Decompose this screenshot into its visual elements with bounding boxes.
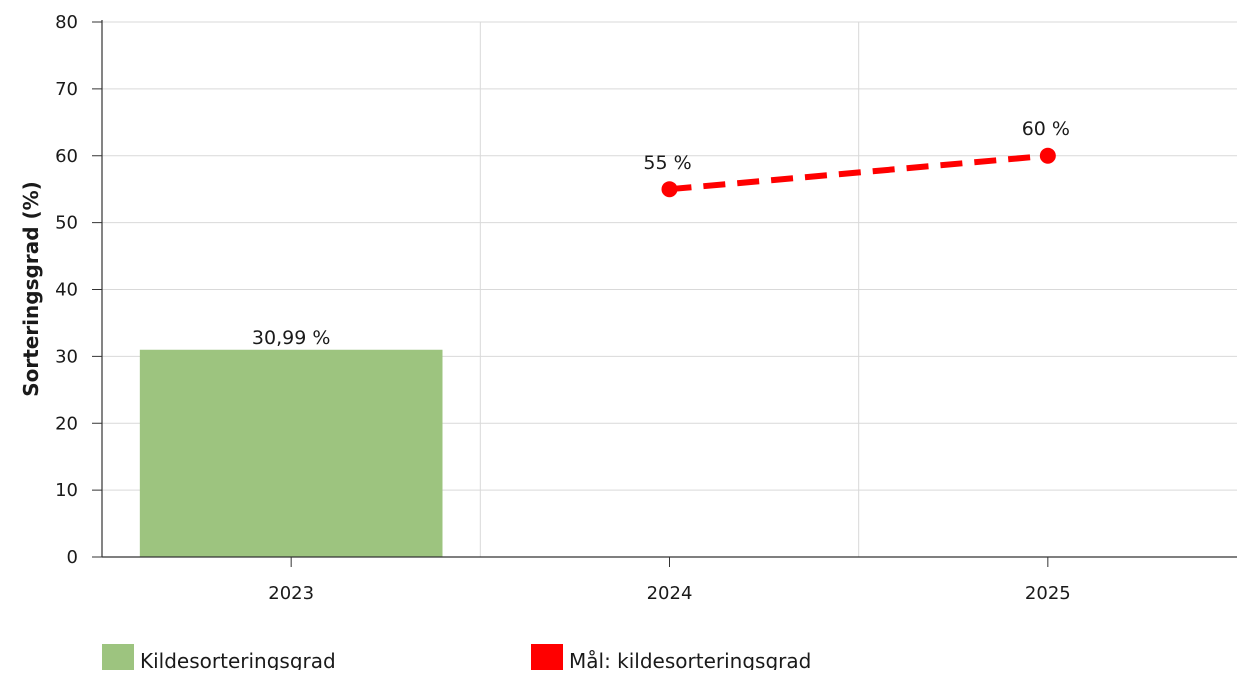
line-data-label: 60 % [1022, 118, 1070, 140]
target-point [661, 181, 678, 198]
y-tick-label: 80 [55, 12, 78, 33]
y-tick-label: 30 [55, 346, 78, 367]
target-line [669, 152, 1049, 193]
axes-layer: 0 10 20 30 40 50 60 70 80 2023 2024 2025 [55, 12, 1237, 604]
legend-label: Kildesorteringsgrad [140, 649, 336, 670]
labels-layer: 30,99 % 55 % 60 % [252, 118, 1070, 349]
x-tick-label: 2023 [268, 583, 314, 604]
bar-data-label: 30,99 % [252, 327, 331, 349]
legend: Kildesorteringsgrad Mål: kildesorteringsg… [102, 644, 811, 673]
legend-label: Mål: kildesorteringsgrad [569, 649, 811, 670]
x-tick-label: 2025 [1025, 583, 1071, 604]
target-point [1039, 147, 1056, 164]
y-tick-label: 40 [55, 280, 78, 301]
y-tick-label: 0 [67, 547, 78, 568]
legend-swatch [531, 644, 563, 672]
y-tick-label: 50 [55, 213, 78, 234]
x-tick-label: 2024 [647, 583, 693, 604]
legend-swatch [102, 644, 134, 672]
y-tick-label: 70 [55, 79, 78, 100]
y-tick-label: 20 [55, 413, 78, 434]
bar [139, 349, 443, 557]
line-data-label: 55 % [643, 152, 691, 174]
y-tick-label: 60 [55, 146, 78, 167]
y-tick-label: 10 [55, 480, 78, 501]
marks-layer [139, 147, 1056, 557]
y-axis-title: Sorteringsgrad (%) [19, 181, 43, 397]
